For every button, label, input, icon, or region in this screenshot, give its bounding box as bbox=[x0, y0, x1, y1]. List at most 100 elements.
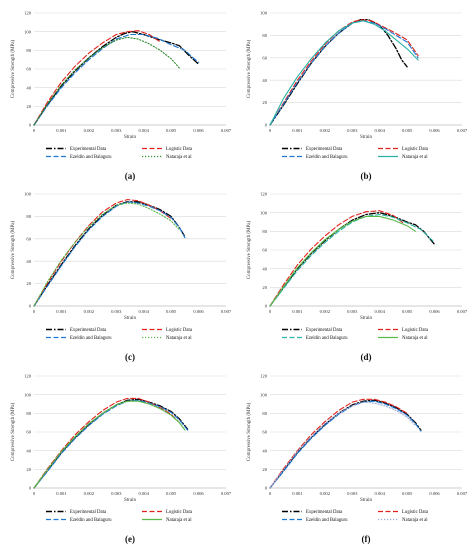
x-tick-label: 0.006 bbox=[193, 309, 204, 314]
chart-c-svg: 0 20 40 60 80 100 0 0.001 0.002 0.003 0.004 0.005 0.… bbox=[11, 192, 232, 362]
legend-label-2: Ezeldin and Balaguru bbox=[70, 155, 112, 160]
x-tick-label: 0.006 bbox=[429, 491, 440, 496]
x-tick-label: 0.003 bbox=[111, 309, 122, 314]
y-tick-label: 120 bbox=[24, 374, 32, 379]
chart-panel-e: 0 20 40 60 80 100 120 0 0.001 0.002 0.003 0.004 0.00… bbox=[2, 366, 238, 546]
x-tick-label: 0.007 bbox=[221, 128, 232, 133]
series-line-0 bbox=[269, 212, 436, 307]
y-tick-label: 60 bbox=[26, 67, 31, 72]
panel-label: (e) bbox=[125, 534, 135, 544]
y-tick-label: 100 bbox=[260, 392, 268, 397]
chart-e-svg: 0 20 40 60 80 100 120 0 0.001 0.002 0.003 0.004 0.00… bbox=[11, 374, 232, 544]
series-line-2 bbox=[269, 213, 436, 307]
y-tick-label: 100 bbox=[24, 29, 32, 34]
x-tick-label: 0.003 bbox=[347, 128, 358, 133]
x-tick-label: 0.006 bbox=[429, 309, 440, 314]
y-tick-label: 0 bbox=[265, 486, 268, 491]
y-tick-label: 40 bbox=[26, 85, 31, 90]
x-tick-label: 0 bbox=[33, 491, 36, 496]
x-axis-label: Strain bbox=[360, 498, 372, 503]
x-tick-label: 0.006 bbox=[429, 128, 440, 133]
series-line-1 bbox=[269, 398, 408, 489]
x-tick-label: 0.007 bbox=[457, 491, 468, 496]
legend-label-1: Logistic Data bbox=[166, 147, 193, 152]
panel-label: (d) bbox=[361, 352, 372, 362]
y-tick-label: 40 bbox=[26, 448, 31, 453]
x-tick-label: 0.001 bbox=[292, 491, 303, 496]
panel-label: (a) bbox=[125, 171, 136, 181]
x-tick-label: 0 bbox=[269, 128, 272, 133]
chart-b-svg: 0 20 40 60 80 100 0 0.001 0.002 0.003 0.004 0.005 0.… bbox=[247, 11, 468, 181]
x-tick-label: 0.004 bbox=[375, 491, 386, 496]
x-tick-label: 0.002 bbox=[320, 309, 331, 314]
y-tick-label: 60 bbox=[262, 248, 267, 253]
y-tick-label: 80 bbox=[26, 48, 31, 53]
y-tick-label: 60 bbox=[262, 55, 267, 60]
legend-label-2: Ezeldin and Balaguru bbox=[306, 518, 348, 523]
x-tick-label: 0.001 bbox=[292, 309, 303, 314]
y-axis-label: Compressive Strength (MPa) bbox=[247, 403, 252, 462]
x-tick-label: 0.007 bbox=[457, 128, 468, 133]
y-tick-label: 80 bbox=[262, 229, 267, 234]
y-tick-label: 40 bbox=[26, 259, 31, 264]
x-tick-label: 0.007 bbox=[457, 309, 468, 314]
y-tick-label: 40 bbox=[262, 266, 267, 271]
x-tick-label: 0.001 bbox=[292, 128, 303, 133]
x-axis-label: Strain bbox=[124, 135, 136, 140]
series-line-2 bbox=[269, 400, 422, 489]
y-axis-label: Compressive Strength (MPa) bbox=[247, 40, 252, 99]
legend-label-1: Logistic Data bbox=[402, 147, 429, 152]
y-tick-label: 20 bbox=[262, 100, 267, 105]
y-tick-label: 80 bbox=[26, 411, 31, 416]
x-tick-label: 0.004 bbox=[139, 309, 150, 314]
y-tick-label: 60 bbox=[262, 430, 267, 435]
y-tick-label: 100 bbox=[24, 392, 32, 397]
y-tick-label: 20 bbox=[262, 285, 267, 290]
x-axis-label: Strain bbox=[124, 498, 136, 503]
series-line-0 bbox=[269, 399, 422, 489]
x-tick-label: 0.005 bbox=[166, 491, 177, 496]
panel-label: (b) bbox=[361, 171, 372, 181]
panel-label: (f) bbox=[362, 534, 371, 544]
legend-label-1: Logistic Data bbox=[166, 510, 193, 515]
legend-label-3: Nataraja et al bbox=[402, 336, 428, 341]
legend-label-0: Experimental Data bbox=[306, 328, 343, 333]
y-tick-label: 0 bbox=[265, 123, 268, 128]
legend-label-2: Ezeldin and Balaguru bbox=[70, 336, 112, 341]
x-tick-label: 0.001 bbox=[56, 309, 67, 314]
x-tick-label: 0.007 bbox=[221, 491, 232, 496]
x-tick-label: 0.003 bbox=[111, 491, 122, 496]
y-axis-label: Compressive Strength (MPa) bbox=[11, 40, 16, 99]
y-axis-label: Compressive Strength (MPa) bbox=[247, 221, 252, 280]
x-tick-label: 0.005 bbox=[402, 128, 413, 133]
y-axis-label: Compressive Strength (MPa) bbox=[11, 221, 16, 280]
series-line-2 bbox=[33, 33, 200, 126]
x-tick-label: 0.001 bbox=[56, 128, 67, 133]
legend-label-0: Experimental Data bbox=[70, 328, 107, 333]
y-tick-label: 0 bbox=[29, 123, 32, 128]
series-line-3 bbox=[33, 202, 180, 307]
x-tick-label: 0.002 bbox=[320, 491, 331, 496]
x-tick-label: 0.003 bbox=[111, 128, 122, 133]
y-tick-label: 100 bbox=[260, 210, 268, 215]
x-tick-label: 0 bbox=[269, 309, 272, 314]
x-tick-label: 0.002 bbox=[84, 128, 95, 133]
chart-panel-c: 0 20 40 60 80 100 0 0.001 0.002 0.003 0.004 0.005 0.… bbox=[2, 184, 238, 364]
x-tick-label: 0.002 bbox=[84, 491, 95, 496]
legend-label-1: Logistic Data bbox=[402, 510, 429, 515]
series-line-3 bbox=[269, 215, 416, 307]
y-tick-label: 40 bbox=[262, 78, 267, 83]
y-tick-label: 100 bbox=[260, 11, 268, 16]
x-tick-label: 0 bbox=[33, 128, 36, 133]
legend-label-0: Experimental Data bbox=[306, 147, 343, 152]
series-line-1 bbox=[33, 397, 180, 489]
series-line-0 bbox=[33, 201, 186, 307]
x-tick-label: 0.005 bbox=[166, 309, 177, 314]
x-tick-label: 0.004 bbox=[375, 309, 386, 314]
chart-a-svg: 0 20 40 60 80 100 120 0 0.001 0.002 0.003 0.004 0.00… bbox=[11, 11, 232, 181]
y-axis-label: Compressive Strength (MPa) bbox=[11, 403, 16, 462]
y-tick-label: 20 bbox=[26, 104, 31, 109]
series-line-3 bbox=[269, 20, 419, 126]
x-tick-label: 0.003 bbox=[347, 309, 358, 314]
